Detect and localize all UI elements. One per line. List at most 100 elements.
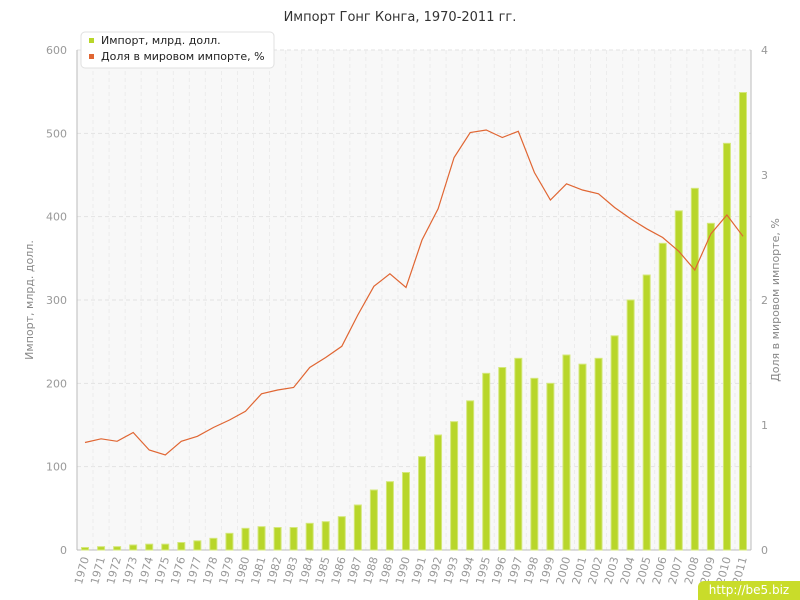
watermark-link[interactable]: http://be5.biz	[698, 581, 800, 600]
import-bar[interactable]	[305, 522, 314, 551]
share-point[interactable]	[660, 235, 665, 240]
import-bar[interactable]	[738, 92, 747, 551]
import-bar[interactable]	[658, 242, 667, 551]
share-point[interactable]	[147, 448, 152, 453]
share-point[interactable]	[692, 268, 697, 273]
y2-tick-label: 3	[761, 169, 768, 182]
share-point[interactable]	[131, 430, 136, 435]
share-point[interactable]	[163, 453, 168, 458]
import-bar[interactable]	[161, 543, 170, 551]
import-bar[interactable]	[546, 382, 555, 551]
share-point[interactable]	[195, 434, 200, 439]
import-bar[interactable]	[321, 521, 330, 551]
import-bar[interactable]	[353, 504, 362, 551]
share-point[interactable]	[275, 388, 280, 393]
y-tick-label: 200	[46, 377, 67, 390]
chart-title: Импорт Гонг Конга, 1970-2011 гг.	[283, 10, 517, 25]
legend-item-import[interactable]: Импорт, млрд. долл.	[101, 34, 221, 47]
import-bar[interactable]	[81, 547, 90, 551]
share-point[interactable]	[179, 439, 184, 444]
share-point[interactable]	[484, 128, 489, 133]
share-point[interactable]	[740, 234, 745, 239]
share-point[interactable]	[339, 344, 344, 349]
legend[interactable]: Импорт, млрд. долл. Доля в мировом импор…	[80, 31, 275, 69]
import-bar[interactable]	[626, 299, 635, 551]
import-bar[interactable]	[145, 543, 154, 551]
share-point[interactable]	[452, 155, 457, 160]
share-line-series	[83, 128, 745, 458]
share-point[interactable]	[227, 418, 232, 423]
import-bar[interactable]	[129, 544, 138, 551]
share-point[interactable]	[403, 285, 408, 290]
legend-item-share[interactable]: Доля в мировом импорте, %	[101, 50, 265, 63]
import-bar[interactable]	[225, 532, 234, 551]
import-bar[interactable]	[514, 357, 523, 551]
share-point[interactable]	[548, 198, 553, 203]
legend-swatch-share	[89, 54, 94, 59]
import-bar[interactable]	[706, 222, 715, 551]
share-point[interactable]	[596, 191, 601, 196]
import-bar[interactable]	[113, 546, 122, 551]
y-tick-label: 600	[46, 44, 67, 57]
import-bar[interactable]	[97, 546, 106, 551]
import-bar[interactable]	[273, 527, 282, 551]
share-point[interactable]	[99, 436, 104, 441]
share-point[interactable]	[371, 284, 376, 289]
import-bar[interactable]	[193, 540, 202, 551]
y2-tick-label: 1	[761, 419, 768, 432]
share-point[interactable]	[532, 170, 537, 175]
import-bar[interactable]	[530, 377, 539, 551]
share-point[interactable]	[211, 425, 216, 430]
share-point[interactable]	[420, 238, 425, 243]
share-point[interactable]	[387, 271, 392, 276]
import-bar[interactable]	[498, 367, 507, 551]
import-bar[interactable]	[257, 526, 266, 551]
import-bar[interactable]	[241, 527, 250, 551]
axes	[76, 50, 752, 551]
import-bar[interactable]	[482, 372, 491, 551]
import-bar[interactable]	[177, 542, 186, 551]
import-bar[interactable]	[209, 537, 218, 551]
import-bar[interactable]	[418, 456, 427, 551]
share-point[interactable]	[580, 188, 585, 193]
import-bar[interactable]	[610, 335, 619, 551]
y2-tick-label: 0	[761, 544, 768, 557]
import-bar[interactable]	[562, 354, 571, 551]
share-point[interactable]	[259, 391, 264, 396]
share-point[interactable]	[323, 355, 328, 360]
axis-titles: Импорт, млрд. долл. Доля в мировом импор…	[23, 218, 782, 382]
share-point[interactable]	[307, 365, 312, 370]
share-point[interactable]	[708, 231, 713, 236]
share-point[interactable]	[612, 205, 617, 210]
import-bar[interactable]	[450, 421, 459, 551]
share-point[interactable]	[115, 439, 120, 444]
share-point[interactable]	[355, 313, 360, 318]
import-bar[interactable]	[578, 363, 587, 551]
import-bar[interactable]	[594, 357, 603, 551]
import-bar[interactable]	[642, 274, 651, 551]
import-bar[interactable]	[401, 472, 410, 551]
import-bar[interactable]	[369, 489, 378, 551]
y-tick-label: 300	[46, 294, 67, 307]
share-point[interactable]	[516, 129, 521, 134]
share-point[interactable]	[644, 226, 649, 231]
share-point[interactable]	[724, 213, 729, 218]
share-point[interactable]	[468, 130, 473, 135]
import-bar[interactable]	[722, 142, 731, 551]
share-point[interactable]	[676, 249, 681, 254]
share-point[interactable]	[436, 206, 441, 211]
share-point[interactable]	[291, 385, 296, 390]
import-bar[interactable]	[434, 434, 443, 551]
import-bar[interactable]	[337, 516, 346, 551]
import-bar[interactable]	[385, 481, 394, 551]
share-point[interactable]	[628, 216, 633, 221]
y2-axis-title: Доля в мировом импорте, %	[769, 218, 782, 382]
import-bar[interactable]	[690, 187, 699, 551]
share-point[interactable]	[500, 135, 505, 140]
import-bar[interactable]	[466, 400, 475, 551]
share-point[interactable]	[564, 181, 569, 186]
import-bar[interactable]	[289, 527, 298, 551]
share-point[interactable]	[83, 440, 88, 445]
import-bar[interactable]	[674, 210, 683, 551]
share-point[interactable]	[243, 409, 248, 414]
